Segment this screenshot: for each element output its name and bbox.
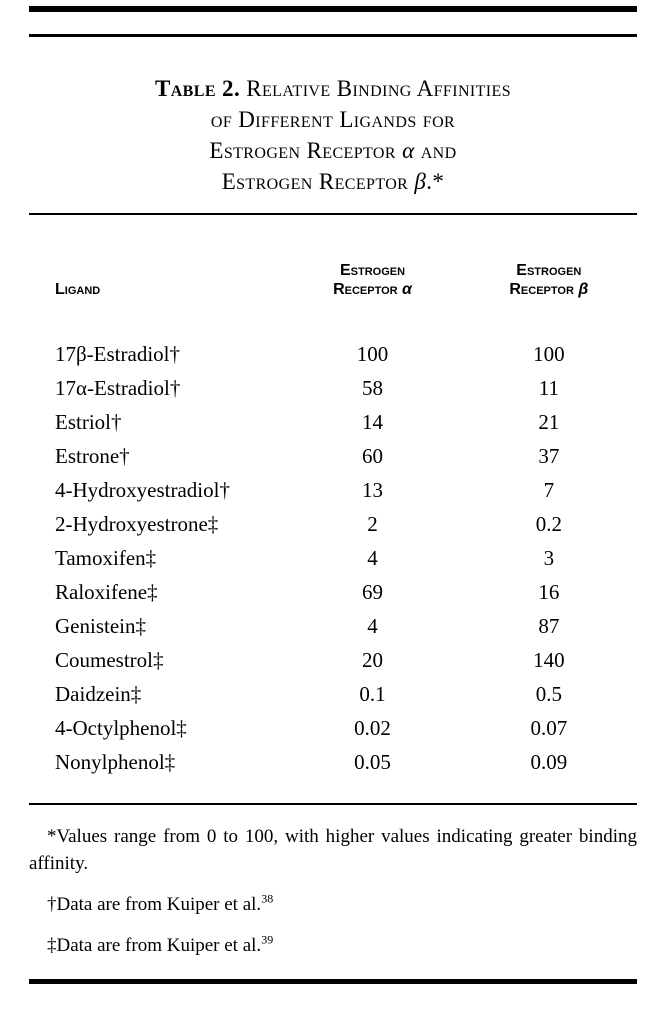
receptor-beta-value: 0.09 — [530, 750, 568, 774]
table-title-text-2: of Different Ligands for — [210, 107, 456, 132]
table-row: Estrone† 60 37 — [29, 439, 637, 473]
column-header-receptor-beta: Estrogen Receptor β — [461, 215, 637, 337]
receptor-alpha-value: 14 — [362, 410, 384, 434]
ligand-cell: 17β-Estradiol† — [55, 342, 180, 366]
footnote-dagger-reference: 38 — [261, 891, 274, 906]
footnotes-separator-rule — [29, 803, 637, 805]
receptor-beta-value: 87 — [538, 614, 560, 638]
receptor-beta-value: 3 — [543, 546, 555, 570]
table-number-label: Table 2. — [154, 76, 241, 101]
ligand-header-label: Ligand — [55, 281, 101, 298]
receptor-alpha-value: 20 — [362, 648, 384, 672]
ligand-cell: Genistein‡ — [55, 614, 146, 638]
receptor-alpha-value: 69 — [362, 580, 384, 604]
table-row: Estriol† 14 21 — [29, 405, 637, 439]
ligand-cell: 4-Hydroxyestradiol† — [55, 478, 230, 502]
receptor-alpha-value: 100 — [356, 342, 389, 366]
table-title: Table 2. Relative Binding Affinities of … — [29, 73, 637, 197]
receptor-alpha-value: 4 — [367, 614, 378, 638]
bottom-heavy-rule — [29, 979, 637, 984]
receptor-beta-value: 0.07 — [530, 716, 568, 740]
table-row: 17α-Estradiol† 58 11 — [29, 371, 637, 405]
alpha-symbol: α — [402, 138, 415, 163]
table-title-line-2: of Different Ligands for — [29, 104, 637, 135]
table-row: Coumestrol‡ 20 140 — [29, 643, 637, 677]
ligand-cell: Daidzein‡ — [55, 682, 142, 706]
journal-table-page: Table 2. Relative Binding Affinities of … — [0, 6, 666, 984]
footnote-double-dagger-reference: 39 — [261, 932, 274, 947]
receptor-beta-value: 140 — [533, 648, 565, 672]
receptor-beta-value: 21 — [538, 410, 560, 434]
receptor-alpha-value: 13 — [362, 478, 384, 502]
receptor-alpha-header-text: Receptor — [333, 281, 403, 298]
table-title-line-1: Table 2. Relative Binding Affinities — [29, 73, 637, 104]
receptor-beta-header-text: Receptor — [509, 281, 579, 298]
receptor-alpha-value: 4 — [367, 546, 378, 570]
header-row: Ligand Estrogen Receptor α Estrogen Rece… — [29, 215, 637, 337]
table-row: 4-Octylphenol‡ 0.02 0.07 — [29, 711, 637, 745]
footnotes: *Values range from 0 to 100, with higher… — [29, 823, 637, 959]
table-row: 17β-Estradiol† 100 100 — [29, 337, 637, 371]
ligand-cell: 4-Octylphenol‡ — [55, 716, 187, 740]
ligand-cell: Raloxifene‡ — [55, 580, 158, 604]
ligand-cell: 17α-Estradiol† — [55, 376, 181, 400]
receptor-beta-value: 37 — [538, 444, 560, 468]
beta-symbol: β — [578, 281, 589, 298]
receptor-beta-header-line-1: Estrogen — [516, 262, 582, 279]
receptor-alpha-header-line-1: Estrogen — [339, 262, 406, 279]
receptor-alpha-value: 2 — [367, 512, 378, 536]
footnote-dagger-text: †Data are from Kuiper et al. — [47, 894, 262, 915]
table-title-text-1: Relative Binding Affinities — [240, 76, 511, 101]
alpha-symbol: α — [402, 281, 412, 298]
top-heavy-rule — [29, 6, 637, 12]
footnote-values-range: *Values range from 0 to 100, with higher… — [29, 826, 637, 874]
ligand-cell: 2-Hydroxyestrone‡ — [55, 512, 219, 536]
table-row: Genistein‡ 4 87 — [29, 609, 637, 643]
table-title-text-4b: .* — [426, 169, 445, 194]
table-title-line-4: Estrogen Receptor β.* — [29, 166, 637, 197]
table-title-text-3: Estrogen Receptor — [209, 138, 403, 163]
receptor-beta-value: 16 — [538, 580, 560, 604]
table-row: Daidzein‡ 0.1 0.5 — [29, 677, 637, 711]
receptor-beta-value: 0.2 — [535, 512, 562, 536]
table-title-line-3: Estrogen Receptor α and — [29, 135, 637, 166]
footnote-dagger: †Data are from Kuiper et al.38 — [29, 891, 637, 918]
receptor-beta-value: 0.5 — [535, 682, 562, 706]
receptor-beta-value: 11 — [538, 376, 559, 400]
table-row: Nonylphenol‡ 0.05 0.09 — [29, 745, 637, 779]
receptor-alpha-value: 60 — [362, 444, 384, 468]
table-title-text-4: Estrogen Receptor — [221, 169, 415, 194]
column-header-receptor-alpha: Estrogen Receptor α — [284, 215, 460, 337]
footnote-double-dagger: ‡Data are from Kuiper et al.39 — [29, 932, 637, 959]
beta-symbol: β — [414, 169, 427, 194]
receptor-beta-header-line-2: Receptor β — [461, 280, 637, 299]
table-title-text-3b: and — [414, 138, 457, 163]
receptor-beta-value: 7 — [543, 478, 555, 502]
receptor-alpha-value: 58 — [362, 376, 384, 400]
receptor-alpha-value: 0.1 — [359, 682, 386, 706]
table-row: Tamoxifen‡ 4 3 — [29, 541, 637, 575]
receptor-beta-value: 100 — [533, 342, 565, 366]
ligand-cell: Coumestrol‡ — [55, 648, 164, 672]
receptor-alpha-value: 0.05 — [354, 750, 391, 774]
table-row: 2-Hydroxyestrone‡ 2 0.2 — [29, 507, 637, 541]
ligand-cell: Estriol† — [55, 410, 122, 434]
binding-affinity-table: Ligand Estrogen Receptor α Estrogen Rece… — [29, 215, 637, 779]
table-row: Raloxifene‡ 69 16 — [29, 575, 637, 609]
receptor-alpha-value: 0.02 — [354, 716, 391, 740]
title-separator-rule — [29, 213, 637, 215]
ligand-cell: Tamoxifen‡ — [55, 546, 157, 570]
top-light-rule — [29, 34, 637, 37]
column-header-ligand: Ligand — [29, 215, 284, 337]
ligand-cell: Estrone† — [55, 444, 130, 468]
receptor-alpha-header-line-2: Receptor α — [284, 280, 460, 299]
table-row: 4-Hydroxyestradiol† 13 7 — [29, 473, 637, 507]
ligand-cell: Nonylphenol‡ — [55, 750, 176, 774]
footnote-double-dagger-text: ‡Data are from Kuiper et al. — [47, 935, 262, 956]
